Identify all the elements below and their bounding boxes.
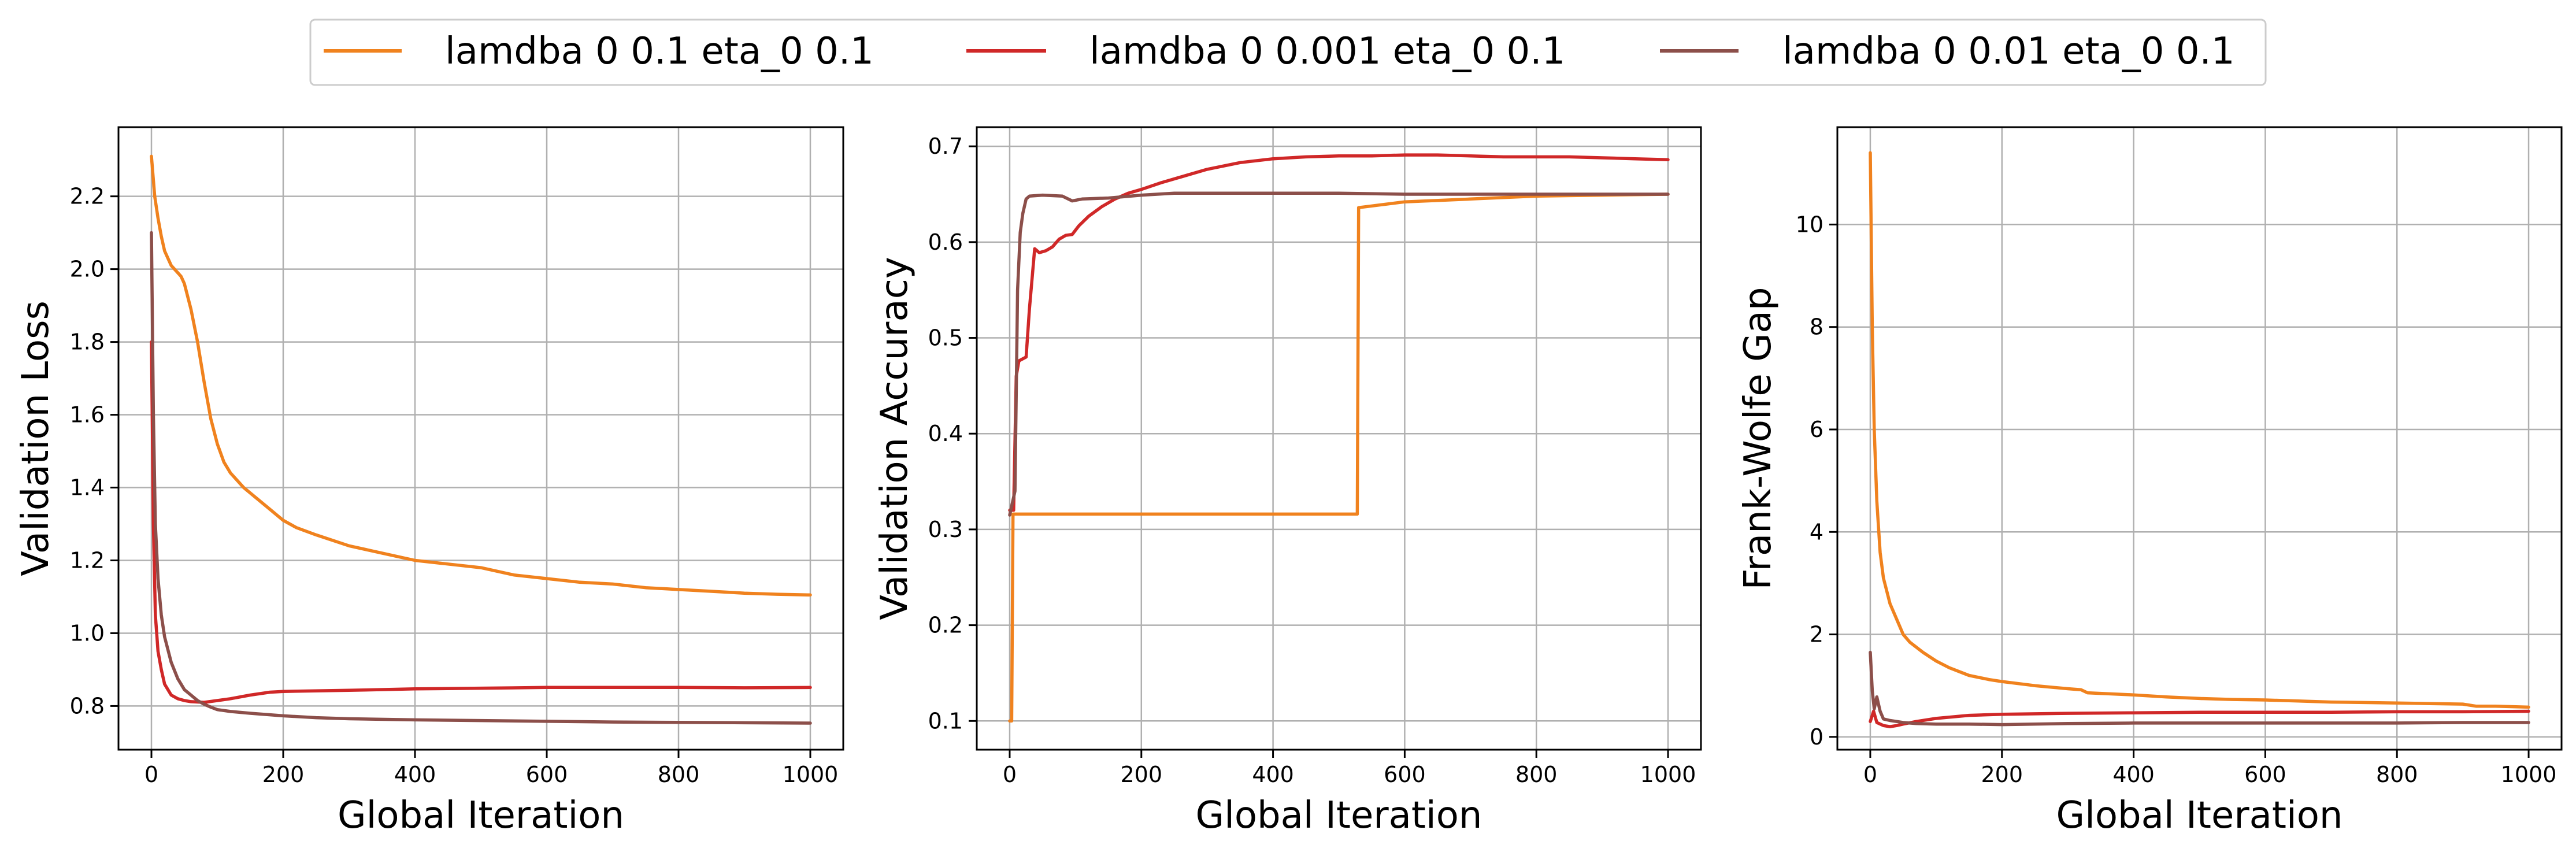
- fw-gap-xtick-label-3: 600: [2244, 762, 2286, 787]
- fw-gap-xtick-label-1: 200: [1981, 762, 2023, 787]
- accuracy-xtick-label-1: 200: [1121, 762, 1163, 787]
- loss-ytick-label-0: 0.8: [70, 693, 105, 718]
- loss-ylabel: Validation Loss: [14, 301, 57, 576]
- loss-ytick-label-6: 2.0: [70, 257, 105, 282]
- accuracy-ytick-label-1: 0.2: [928, 613, 963, 638]
- fw-gap-ylabel: Frank-Wolfe Gap: [1737, 287, 1780, 590]
- loss-ytick-label-5: 1.8: [70, 329, 105, 355]
- fw-gap-ytick-label-0: 0: [1810, 724, 1823, 750]
- fw-gap-ytick-label-2: 4: [1810, 519, 1823, 544]
- fw-gap-xtick-label-2: 400: [2112, 762, 2155, 787]
- loss-xtick-label-0: 0: [144, 762, 158, 787]
- fw-gap-axes-frame: [1836, 126, 2563, 751]
- accuracy-ytick-label-0: 0.1: [928, 708, 963, 734]
- fw-gap-ytick-label-5: 10: [1796, 212, 1823, 237]
- legend-label-2: lamdba 0 0.01 eta_0 0.1: [1782, 30, 2235, 73]
- accuracy-xtick-label-4: 800: [1515, 762, 1558, 787]
- loss-ytick-label-7: 2.2: [70, 184, 105, 209]
- fw-gap-series-0: [1869, 151, 2530, 709]
- accuracy-ytick-label-5: 0.6: [928, 229, 963, 255]
- validation-accuracy-panel: 0 200 400 600 800 1000 0.1 0.2 0.3 0.4 0.5 0.6 0.7 Gl…: [873, 126, 1702, 837]
- accuracy-xtick-label-3: 600: [1384, 762, 1426, 787]
- accuracy-ytick-label-4: 0.5: [928, 325, 963, 351]
- fw-gap-ytick-label-1: 2: [1810, 622, 1823, 647]
- loss-series-2: [150, 231, 812, 725]
- loss-series-1: [150, 340, 812, 704]
- accuracy-xtick-label-5: 1000: [1640, 762, 1696, 787]
- accuracy-ylabel: Validation Accuracy: [873, 257, 916, 620]
- accuracy-axes-frame: [976, 126, 1702, 751]
- accuracy-ytick-label-6: 0.7: [928, 134, 963, 159]
- legend-label-0: lamdba 0 0.1 eta_0 0.1: [445, 30, 874, 73]
- accuracy-ytick-label-3: 0.4: [928, 421, 963, 446]
- accuracy-xlabel: Global Iteration: [1196, 794, 1482, 837]
- loss-ytick-label-3: 1.4: [70, 475, 105, 501]
- loss-ytick-label-4: 1.6: [70, 402, 105, 428]
- fw-gap-ytick-label-4: 8: [1810, 314, 1823, 340]
- loss-ytick-label-2: 1.2: [70, 547, 105, 573]
- loss-xlabel: Global Iteration: [338, 794, 624, 837]
- fw-gap-xtick-label-4: 800: [2376, 762, 2418, 787]
- fw-gap-xtick-label-0: 0: [1863, 762, 1877, 787]
- fw-gap-series-1: [1869, 709, 2530, 728]
- loss-xtick-label-4: 800: [658, 762, 700, 787]
- accuracy-series-1: [1008, 153, 1670, 512]
- accuracy-series-2: [1008, 191, 1670, 517]
- fw-gap-ytick-label-3: 6: [1810, 417, 1823, 442]
- loss-xtick-label-3: 600: [526, 762, 568, 787]
- legend-label-1: lamdba 0 0.001 eta_0 0.1: [1089, 30, 1565, 73]
- frank-wolfe-gap-panel: 0 200 400 600 800 1000 0 2 4 6 8 10 Global Iteration…: [1737, 126, 2563, 837]
- loss-series-0: [150, 154, 812, 597]
- loss-axes-frame: [117, 126, 844, 751]
- loss-xtick-label-2: 400: [394, 762, 436, 787]
- accuracy-series-0: [1008, 192, 1670, 723]
- legend-box: [309, 18, 2267, 86]
- accuracy-xtick-label-2: 400: [1252, 762, 1294, 787]
- accuracy-ytick-label-2: 0.3: [928, 517, 963, 542]
- accuracy-xtick-label-0: 0: [1003, 762, 1017, 787]
- validation-loss-panel: 0 200 400 600 800 1000 0.8 1.0 1.2 1.4 1.6 1.8 2.0 2.…: [14, 126, 844, 837]
- fw-gap-series-2: [1869, 650, 2530, 727]
- loss-xtick-label-1: 200: [262, 762, 305, 787]
- loss-xtick-label-5: 1000: [783, 762, 839, 787]
- loss-ytick-label-1: 1.0: [70, 620, 105, 646]
- legend: lamdba 0 0.1 eta_0 0.1 lamdba 0 0.001 et…: [309, 18, 2267, 86]
- fw-gap-xlabel: Global Iteration: [2056, 794, 2343, 837]
- fw-gap-xtick-label-5: 1000: [2501, 762, 2557, 787]
